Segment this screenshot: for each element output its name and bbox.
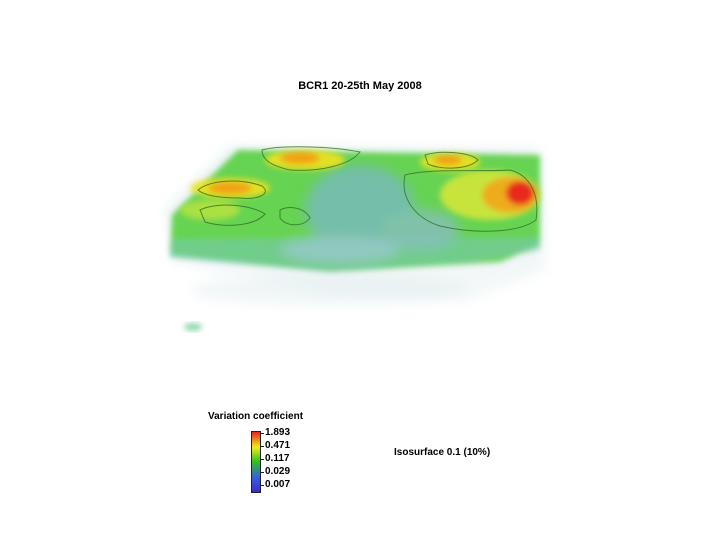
legend-tick-label: 0.117 [259,453,290,464]
low-variation-region [280,165,460,264]
figure-title: BCR1 20-25th May 2008 [298,80,422,92]
legend-tick-label: 0.471 [259,440,291,451]
detached-fragment [184,323,202,331]
colorbar [251,431,261,493]
high-variation-region-right [420,153,540,220]
legend-title: Variation coefficient [208,411,304,422]
lower-haze [190,275,470,305]
legend-tick-label: 1.893 [259,427,291,438]
isosurface-contours [197,146,538,232]
high-variation-region-top [265,150,345,170]
legend-tick-label: 0.007 [259,479,291,490]
isosurface-label: Isosurface 0.1 (10%) [394,447,491,458]
legend-tick-label: 0.029 [259,466,291,477]
